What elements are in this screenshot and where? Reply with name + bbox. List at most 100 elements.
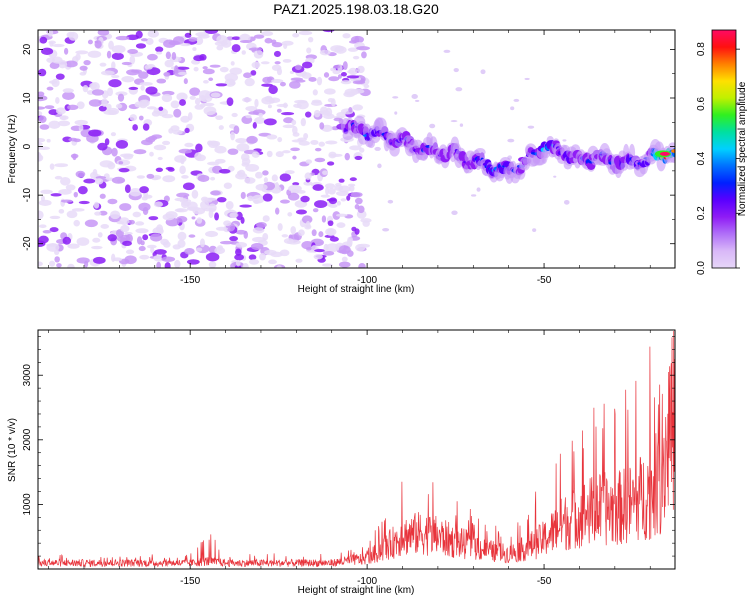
ridge-cell xyxy=(671,149,675,153)
noise-cell xyxy=(347,47,359,52)
noise-cell xyxy=(314,249,326,253)
noise-cell xyxy=(108,40,114,50)
noise-cell xyxy=(329,153,343,157)
noise-cell xyxy=(38,261,43,267)
noise-cell xyxy=(210,92,221,98)
noise-cell xyxy=(318,141,325,147)
noise-cell xyxy=(56,263,62,268)
noise-cell xyxy=(314,147,322,152)
noise-cell xyxy=(110,132,117,137)
noise-cell xyxy=(253,49,264,59)
noise-cell xyxy=(310,139,319,146)
noise-cell xyxy=(195,143,203,153)
noise-cell xyxy=(312,184,324,191)
noise-cell xyxy=(202,66,208,70)
noise-cell xyxy=(79,65,88,71)
noise-cell xyxy=(328,187,336,195)
noise-cell xyxy=(191,189,199,199)
colorbar-label: Normalized spectral amplitude xyxy=(737,81,748,216)
noise-cell xyxy=(133,149,147,155)
noise-cell xyxy=(68,31,79,41)
noise-cell xyxy=(300,195,310,203)
noise-cell xyxy=(167,167,175,172)
noise-cell xyxy=(318,231,324,238)
noise-cell xyxy=(215,226,228,231)
y-tick-label: 10 xyxy=(22,92,33,104)
noise-cell xyxy=(176,208,184,213)
noise-cell xyxy=(140,240,145,246)
noise-cell xyxy=(92,168,98,176)
noise-cell xyxy=(314,200,328,209)
noise-cell xyxy=(284,170,295,175)
noise-cell xyxy=(179,99,186,106)
noise-cell xyxy=(312,89,318,96)
noise-cell xyxy=(119,217,130,225)
noise-cell xyxy=(164,59,174,68)
noise-cell xyxy=(115,140,129,149)
noise-cell xyxy=(321,215,327,223)
noise-cell xyxy=(138,115,144,121)
noise-cell xyxy=(245,114,252,119)
noise-cell xyxy=(248,254,257,261)
noise-cell xyxy=(291,119,297,126)
noise-cell xyxy=(281,112,295,116)
noise-cell xyxy=(277,223,283,231)
noise-cell xyxy=(352,104,364,111)
noise-cell xyxy=(104,138,110,146)
noise-cell xyxy=(308,36,314,43)
noise-cell xyxy=(346,75,360,79)
noise-cell xyxy=(310,100,323,106)
noise-cell xyxy=(292,182,300,186)
noise-cell xyxy=(235,242,248,248)
noise-cell xyxy=(48,109,59,116)
noise-cell xyxy=(135,228,149,234)
noise-cell xyxy=(298,30,313,36)
noise-cell xyxy=(140,38,148,42)
x-tick-label: -100 xyxy=(357,576,377,587)
noise-cell xyxy=(193,66,199,72)
noise-cell xyxy=(328,197,338,205)
noise-cell xyxy=(135,221,145,226)
noise-cell xyxy=(349,184,355,192)
noise-cell xyxy=(49,260,56,267)
noise-cell xyxy=(513,98,520,102)
noise-cell xyxy=(87,39,93,45)
x-tick-label: -150 xyxy=(180,275,200,286)
noise-cell xyxy=(294,99,308,104)
snr-xlabel: Height of straight line (km) xyxy=(298,585,415,596)
noise-cell xyxy=(276,265,282,268)
noise-cell xyxy=(38,199,52,206)
noise-cell xyxy=(298,140,310,146)
noise-cell xyxy=(298,229,305,237)
noise-cell xyxy=(132,124,138,131)
noise-cell xyxy=(282,124,295,129)
noise-cell xyxy=(276,108,282,113)
noise-cell xyxy=(152,174,162,180)
noise-cell xyxy=(216,45,224,51)
noise-cell xyxy=(334,184,344,191)
noise-cell xyxy=(208,77,214,82)
noise-cell xyxy=(328,203,338,208)
noise-cell xyxy=(97,30,110,36)
noise-cell xyxy=(173,108,182,118)
noise-cell xyxy=(289,80,301,89)
noise-cell xyxy=(115,35,130,41)
noise-cell xyxy=(72,153,77,161)
colorbar-tick-label: 0.2 xyxy=(696,206,707,220)
noise-cell xyxy=(74,119,88,126)
noise-cell xyxy=(510,106,515,111)
noise-cell xyxy=(153,201,163,208)
noise-cell xyxy=(250,70,257,76)
noise-cell xyxy=(325,140,338,145)
noise-cell xyxy=(352,55,360,60)
noise-cell xyxy=(532,228,537,233)
x-tick-label: -150 xyxy=(180,576,200,587)
noise-cell xyxy=(275,151,284,158)
noise-cell xyxy=(180,43,191,47)
noise-cell xyxy=(135,30,143,39)
noise-cell xyxy=(44,105,55,110)
colorbar-tick-label: 0.0 xyxy=(696,261,707,275)
noise-cell xyxy=(358,263,366,268)
noise-cell xyxy=(107,198,118,205)
noise-cell xyxy=(162,213,175,221)
